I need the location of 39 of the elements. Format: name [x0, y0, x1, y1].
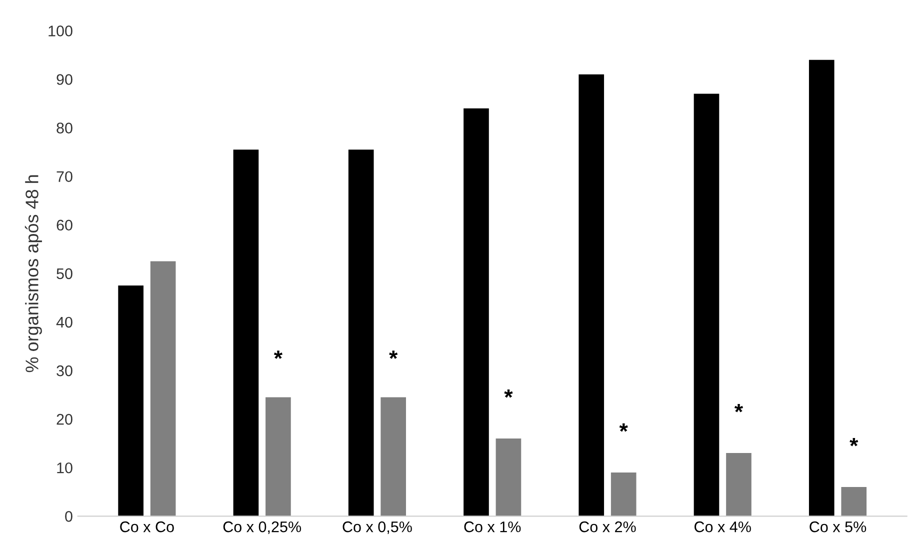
x-tick-label: Co x 4% [694, 521, 751, 532]
bar [118, 286, 144, 516]
y-tick-label: 0 [65, 511, 72, 522]
bar [380, 397, 406, 516]
bar [841, 487, 867, 516]
y-axis-title: % organismos após 48 h [24, 175, 42, 372]
y-tick-label: 30 [56, 365, 72, 376]
x-tick-label: Co x Co [120, 521, 174, 532]
bar [150, 261, 176, 516]
bar [464, 108, 489, 516]
y-tick-label: 60 [56, 220, 72, 231]
bar [726, 453, 752, 516]
bar [694, 94, 720, 516]
y-tick-label: 100 [48, 26, 72, 36]
bar [233, 150, 259, 516]
annotation: * [274, 350, 282, 359]
bar [808, 60, 834, 516]
y-tick-label: 10 [57, 462, 72, 474]
y-tick-label: 70 [56, 171, 72, 182]
x-tick-label: Co x 2% [579, 521, 636, 532]
y-tick-label: 80 [56, 122, 72, 134]
bar [348, 150, 374, 516]
y-tick-label: 40 [56, 316, 72, 328]
x-tick-label: Co x 5% [810, 521, 866, 532]
x-tick-label: Co x 1% [464, 521, 521, 532]
bar [578, 74, 604, 516]
annotation: * [734, 404, 744, 412]
y-tick-label: 20 [56, 414, 72, 425]
annotation: * [504, 389, 513, 398]
annotation: * [850, 438, 858, 446]
annotation: * [619, 423, 628, 432]
bar [610, 472, 636, 516]
y-tick-label: 90 [56, 74, 72, 85]
annotation: * [389, 350, 398, 359]
bar [496, 438, 522, 516]
y-tick-label: 50 [56, 268, 72, 280]
x-tick-label: Co x 0,25% [223, 521, 302, 534]
bar [266, 397, 291, 516]
x-tick-label: Co x 0,5% [342, 521, 412, 534]
